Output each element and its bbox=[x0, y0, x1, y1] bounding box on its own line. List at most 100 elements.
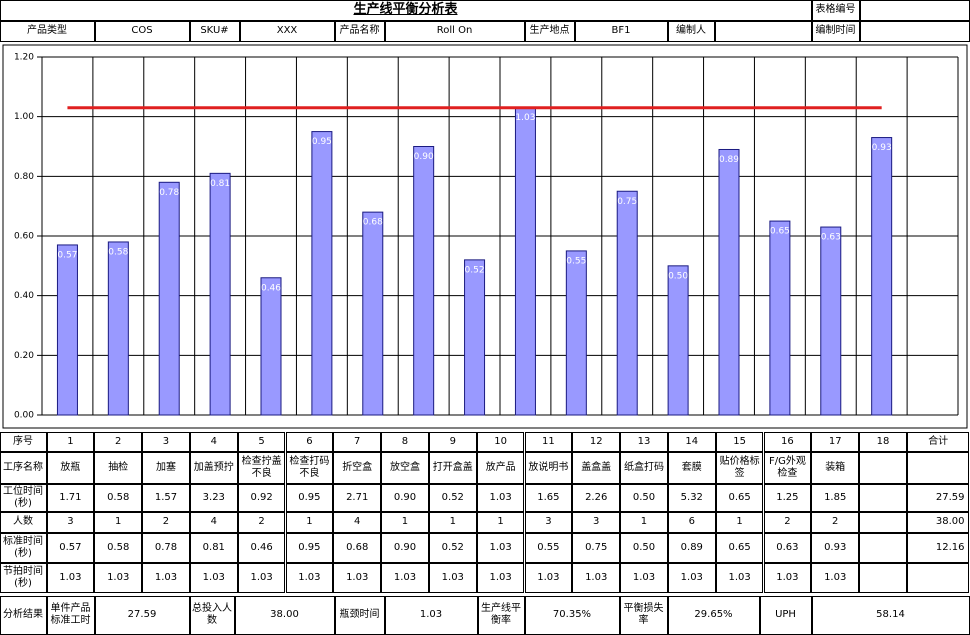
data-label: 0.63 bbox=[821, 233, 841, 243]
table-cell: 加塞 bbox=[142, 451, 190, 484]
bar bbox=[464, 259, 486, 416]
table-cell: 1 bbox=[285, 511, 334, 533]
total-cell: 27.59 bbox=[906, 483, 970, 512]
bar bbox=[362, 211, 384, 416]
data-label: 0.52 bbox=[465, 265, 485, 275]
y-tick-label: 0.60 bbox=[14, 232, 34, 242]
table-cell: 加盖预拧 bbox=[189, 451, 238, 484]
field-value bbox=[859, 0, 970, 21]
field-value bbox=[714, 20, 812, 42]
table-cell: 0.90 bbox=[381, 483, 429, 512]
field-label: 表格编号 bbox=[811, 0, 860, 21]
table-cell: 1.03 bbox=[94, 562, 143, 593]
table-cell bbox=[859, 451, 907, 484]
table-cell: 抽检 bbox=[94, 451, 143, 484]
bar bbox=[718, 148, 740, 416]
data-label: 0.90 bbox=[414, 152, 434, 162]
table-cell: 18 bbox=[859, 431, 907, 452]
table-cell: 1 bbox=[428, 511, 477, 533]
table-cell: 16 bbox=[763, 431, 812, 452]
bar bbox=[820, 226, 842, 416]
table-cell: 折空盒 bbox=[333, 451, 382, 484]
table-cell bbox=[859, 483, 907, 512]
table-cell: 1 bbox=[46, 431, 95, 452]
analysis-item-label: 生产线平衡率 bbox=[477, 595, 525, 635]
analysis-label: 分析结果 bbox=[0, 595, 47, 635]
analysis-item-label: UPH bbox=[759, 595, 812, 635]
table-cell: 1.03 bbox=[237, 562, 286, 593]
table-cell: 0.93 bbox=[811, 532, 860, 563]
row-label: 工位时间(秒) bbox=[0, 483, 47, 512]
table-cell: 1.03 bbox=[524, 562, 573, 593]
table-cell: 1.03 bbox=[620, 562, 668, 593]
table-cell: 0.95 bbox=[285, 483, 334, 512]
bar bbox=[107, 241, 129, 416]
table-cell: 3 bbox=[46, 511, 95, 533]
table-cell: 2 bbox=[811, 511, 860, 533]
table-cell: 1 bbox=[715, 511, 764, 533]
table-cell: 6 bbox=[667, 511, 716, 533]
table-cell: 10 bbox=[476, 431, 525, 452]
table-cell: 检查拧盖不良 bbox=[237, 451, 286, 484]
bar bbox=[514, 107, 536, 416]
field-label: 生产地点 bbox=[524, 20, 575, 42]
bar bbox=[616, 190, 638, 416]
table-cell: 1.03 bbox=[476, 483, 525, 512]
table-cell: 0.55 bbox=[524, 532, 573, 563]
table-cell: 1.03 bbox=[476, 562, 525, 593]
bar bbox=[871, 137, 893, 416]
analysis-item-label: 单件产品标准工时 bbox=[46, 595, 95, 635]
table-cell: 0.95 bbox=[285, 532, 334, 563]
analysis-item-value: 29.65% bbox=[667, 595, 760, 635]
table-cell: 0.52 bbox=[428, 532, 477, 563]
table-cell: 1.03 bbox=[572, 562, 621, 593]
table-cell bbox=[859, 511, 907, 533]
table-cell: 1 bbox=[94, 511, 143, 533]
table-cell: 1.57 bbox=[142, 483, 190, 512]
bar bbox=[158, 181, 180, 416]
bar bbox=[260, 277, 282, 416]
table-cell: 1.03 bbox=[333, 562, 382, 593]
row-label: 工序名称 bbox=[0, 451, 47, 484]
data-label: 0.50 bbox=[668, 271, 688, 281]
table-cell: 6 bbox=[285, 431, 334, 452]
table-cell: 4 bbox=[189, 511, 238, 533]
y-tick-label: 1.00 bbox=[14, 112, 34, 122]
data-label: 1.03 bbox=[515, 113, 535, 123]
field-label: 产品类型 bbox=[0, 20, 95, 42]
table-cell: 0.46 bbox=[237, 532, 286, 563]
field-value: COS bbox=[94, 20, 190, 42]
table-cell: 3 bbox=[142, 431, 190, 452]
total-cell: 12.16 bbox=[906, 532, 970, 563]
bar bbox=[209, 172, 231, 416]
y-tick-label: 1.20 bbox=[14, 53, 34, 63]
table-cell: 0.81 bbox=[189, 532, 238, 563]
table-cell: 打开盒盖 bbox=[428, 451, 477, 484]
data-label: 0.93 bbox=[872, 143, 892, 153]
table-cell: 0.52 bbox=[428, 483, 477, 512]
analysis-item-label: 总投入人数 bbox=[189, 595, 235, 635]
analysis-item-value: 58.14 bbox=[811, 595, 970, 635]
table-cell: 13 bbox=[620, 431, 668, 452]
data-label: 0.58 bbox=[108, 247, 128, 257]
field-value: Roll On bbox=[384, 20, 525, 42]
bar bbox=[413, 146, 435, 416]
data-label: 0.57 bbox=[57, 250, 77, 260]
data-label: 0.81 bbox=[210, 179, 230, 189]
analysis-item-value: 27.59 bbox=[94, 595, 190, 635]
table-cell: 放空盒 bbox=[381, 451, 429, 484]
table-cell: 0.58 bbox=[94, 483, 143, 512]
table-cell: 1.03 bbox=[189, 562, 238, 593]
table-cell bbox=[859, 532, 907, 563]
table-cell: 1.85 bbox=[811, 483, 860, 512]
table-cell: 3.23 bbox=[189, 483, 238, 512]
table-cell: 0.65 bbox=[715, 532, 764, 563]
table-cell: 1.03 bbox=[46, 562, 95, 593]
table-cell: 5.32 bbox=[667, 483, 716, 512]
row-label: 人数 bbox=[0, 511, 47, 533]
table-cell: 0.78 bbox=[142, 532, 190, 563]
data-label: 0.68 bbox=[363, 218, 383, 228]
table-cell: 1.03 bbox=[142, 562, 190, 593]
